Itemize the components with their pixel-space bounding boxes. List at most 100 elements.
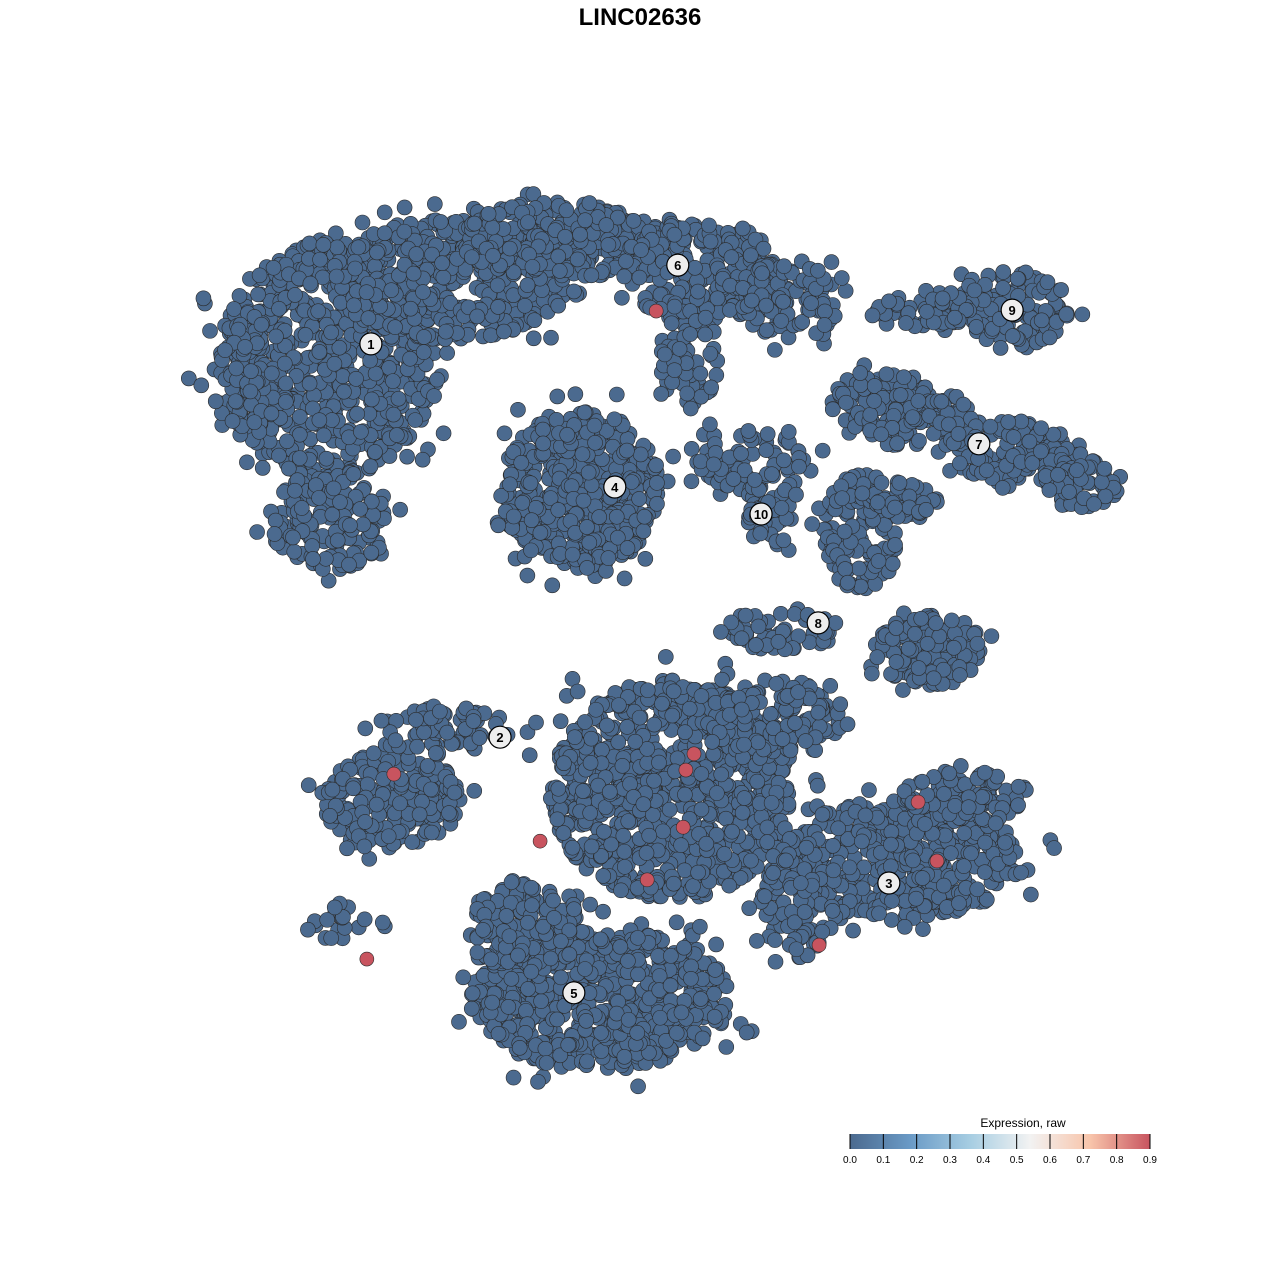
point [202,323,218,339]
point [567,386,584,402]
point [619,540,636,556]
point [583,267,600,284]
chart-title: LINC02636 [578,4,702,31]
point [434,255,450,271]
point [687,260,703,276]
point [242,383,259,400]
point [523,542,539,559]
point [407,412,424,428]
point [513,454,529,471]
point [969,635,986,652]
point [502,240,518,257]
point [862,406,879,423]
point [432,214,449,230]
point [740,423,757,439]
point [376,204,393,221]
point [469,308,486,325]
point [360,310,377,327]
point [698,835,715,852]
point [575,492,592,509]
point [852,578,869,595]
point [414,793,430,810]
point [237,339,253,355]
point [600,550,617,566]
point [576,404,593,421]
point [869,494,886,511]
point [466,783,483,799]
point [617,859,633,875]
point [838,394,854,411]
point [471,730,488,746]
point [427,745,444,761]
point [786,606,803,622]
point [265,259,282,276]
point [690,864,706,881]
point [591,509,607,525]
point [402,300,419,317]
point [995,264,1012,280]
point [775,293,791,310]
point [524,259,541,275]
point [743,852,759,869]
point [651,754,667,771]
point [919,636,936,652]
point [646,772,662,789]
point [535,435,551,452]
point [435,269,452,286]
point [439,724,455,741]
point [887,537,903,553]
point [928,615,944,632]
point [770,633,787,650]
point [315,427,332,444]
point [968,319,985,335]
point [716,846,733,862]
point [622,776,638,792]
point [411,806,428,823]
point [966,282,983,299]
point [666,362,683,378]
point [549,811,566,828]
point [677,724,693,741]
point [402,350,418,367]
point [736,790,753,806]
point [887,499,903,516]
point [496,425,513,442]
point [577,212,593,229]
point [722,277,738,294]
point [810,262,826,279]
point [1061,484,1077,500]
point [750,618,767,635]
point [1009,270,1026,287]
point [415,284,431,300]
point [385,406,402,423]
point [569,251,586,268]
point [655,823,671,840]
point [583,838,600,855]
point [243,363,259,380]
point [910,393,927,409]
point [891,475,908,491]
point [549,388,566,405]
point [490,517,507,534]
point [614,289,630,306]
point [822,678,839,694]
point [679,385,695,402]
point [992,340,1009,356]
point [703,379,720,396]
point [697,309,714,326]
point [392,795,408,812]
point [767,342,783,358]
point [983,628,1000,644]
point [326,355,343,372]
point [763,795,780,811]
points-layer [180,186,1129,1095]
point [435,425,452,442]
point [286,543,303,560]
point [683,441,700,457]
point [845,922,861,939]
point [824,401,841,418]
point [249,524,265,540]
point [544,577,561,594]
point [646,716,663,733]
point [396,199,413,216]
